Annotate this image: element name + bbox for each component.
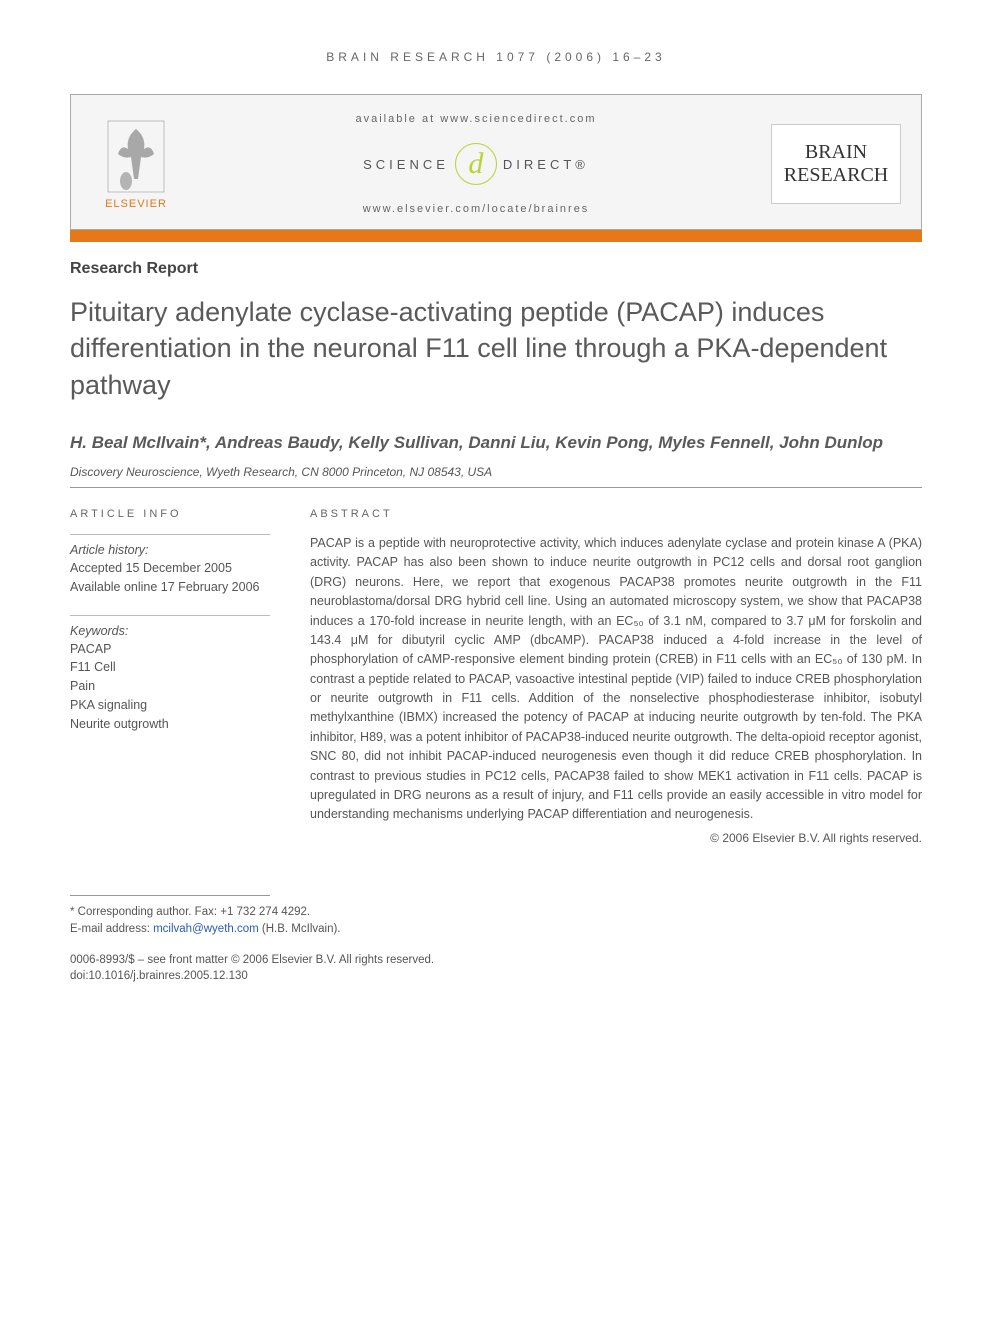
two-column-layout: ARTICLE INFO Article history: Accepted 1… [70, 508, 922, 845]
authors: H. Beal McIlvain*, Andreas Baudy, Kelly … [70, 431, 922, 455]
corresponding-line: * Corresponding author. Fax: +1 732 274 … [70, 904, 922, 921]
elsevier-logo-block: ELSEVIER [91, 119, 181, 210]
email-label: E-mail address: [70, 923, 153, 935]
email-line: E-mail address: mcilvah@wyeth.com (H.B. … [70, 921, 922, 938]
online-date: Available online 17 February 2006 [70, 578, 270, 597]
elsevier-tree-icon [106, 119, 166, 194]
history-block: Article history: Accepted 15 December 20… [70, 534, 270, 597]
keyword-item: PACAP [70, 640, 270, 659]
locate-line: www.elsevier.com/locate/brainres [181, 203, 771, 215]
running-head: BRAIN RESEARCH 1077 (2006) 16–23 [70, 50, 922, 64]
article-type: Research Report [70, 260, 922, 278]
keyword-item: Neurite outgrowth [70, 715, 270, 734]
article-info-head: ARTICLE INFO [70, 508, 270, 520]
keyword-item: Pain [70, 677, 270, 696]
sd-left-text: SCIENCE [363, 157, 449, 172]
abstract-text: PACAP is a peptide with neuroprotective … [310, 534, 922, 825]
article-info-column: ARTICLE INFO Article history: Accepted 1… [70, 508, 270, 845]
keyword-item: PKA signaling [70, 696, 270, 715]
header-center: available at www.sciencedirect.com SCIEN… [181, 113, 771, 215]
footnote-rule [70, 895, 270, 896]
article-title: Pituitary adenylate cyclase-activating p… [70, 294, 922, 403]
abstract-copyright: © 2006 Elsevier B.V. All rights reserved… [310, 831, 922, 845]
email-link[interactable]: mcilvah@wyeth.com [153, 923, 259, 935]
sciencedirect-logo: SCIENCE d DIRECT® [181, 143, 771, 185]
journal-page: BRAIN RESEARCH 1077 (2006) 16–23 ELSEVIE… [0, 0, 992, 1024]
journal-name-line2: RESEARCH [778, 164, 894, 187]
publisher-header: ELSEVIER available at www.sciencedirect.… [70, 94, 922, 230]
abstract-head: ABSTRACT [310, 508, 922, 520]
imprint-block: 0006-8993/$ – see front matter © 2006 El… [70, 952, 922, 984]
corresponding-author-footnote: * Corresponding author. Fax: +1 732 274 … [70, 904, 922, 939]
available-at-line: available at www.sciencedirect.com [181, 113, 771, 125]
email-suffix: (H.B. McIlvain). [259, 923, 341, 935]
keywords-title: Keywords: [70, 624, 270, 638]
sd-right-text: DIRECT® [503, 157, 589, 172]
keyword-item: F11 Cell [70, 658, 270, 677]
abstract-column: ABSTRACT PACAP is a peptide with neuropr… [310, 508, 922, 845]
accent-bar [70, 230, 922, 242]
elsevier-label: ELSEVIER [91, 198, 181, 210]
journal-badge: BRAIN RESEARCH [771, 124, 901, 204]
accepted-date: Accepted 15 December 2005 [70, 559, 270, 578]
affiliation: Discovery Neuroscience, Wyeth Research, … [70, 465, 922, 479]
keywords-block: Keywords: PACAP F11 Cell Pain PKA signal… [70, 615, 270, 734]
rule-divider [70, 487, 922, 488]
imprint-line1: 0006-8993/$ – see front matter © 2006 El… [70, 952, 922, 968]
history-title: Article history: [70, 543, 270, 557]
journal-name-line1: BRAIN [778, 141, 894, 164]
sd-d-icon: d [455, 143, 497, 185]
imprint-line2: doi:10.1016/j.brainres.2005.12.130 [70, 968, 922, 984]
